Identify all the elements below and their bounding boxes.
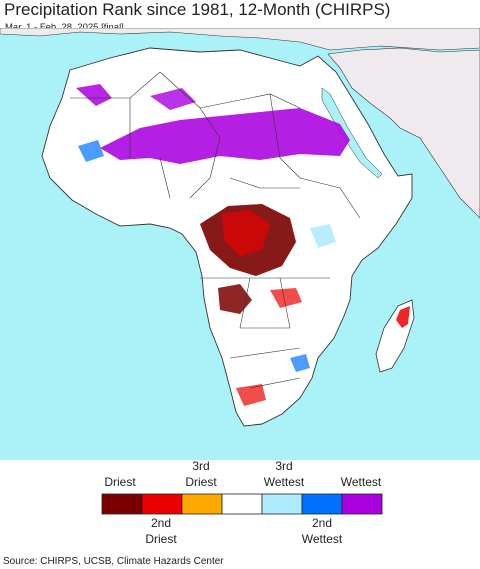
legend-label-3rd-driest: 3rd Driest [185,459,217,489]
legend-label-3rd-wettest: 3rd Wettest [263,459,305,489]
middle-east-landmass [327,47,480,219]
madagascar-dry-area [396,306,410,328]
legend-swatch-driest [101,493,143,515]
source-credit: Source: CHIRPS, UCSB, Climate Hazards Ce… [3,556,224,567]
europe-landmass [0,28,480,51]
south-dry-patch [236,384,266,406]
legend-swatch-2nd-driest [141,493,183,515]
legend [101,493,383,515]
zambia-dry-patch [270,288,302,308]
legend-swatch-3rd-wettest [261,493,303,515]
angola-dry-region [218,284,252,314]
central-sahara-wettest-patch [150,88,196,110]
north-wettest-patch [76,84,112,106]
country-borders [70,71,361,389]
legend-swatch-3rd-driest [181,493,223,515]
southeast-wet-patch [290,354,310,372]
legend-label-wettest: Wettest [340,475,382,489]
legend-label-driest: Driest [104,475,136,489]
legend-swatch-2nd-wettest [301,493,343,515]
east-africa-wet-patch [310,224,336,248]
legend-label-2nd-wettest: 2nd Wettest [301,516,343,546]
legend-label-2nd-driest: 2nd Driest [145,516,177,546]
legend-swatch-normal [221,493,263,515]
red-sea [321,87,383,179]
west-wet-patch [78,140,104,162]
legend-swatch-wettest [341,493,383,515]
central-africa-2nd-driest-region [222,210,270,256]
map-title: Precipitation Rank since 1981, 12-Month … [4,0,391,19]
map-subtitle: Mar. 1 - Feb. 28, 2025 [final] [5,22,124,33]
sahel-wettest-region [100,108,350,164]
africa-precipitation-map [0,28,480,460]
